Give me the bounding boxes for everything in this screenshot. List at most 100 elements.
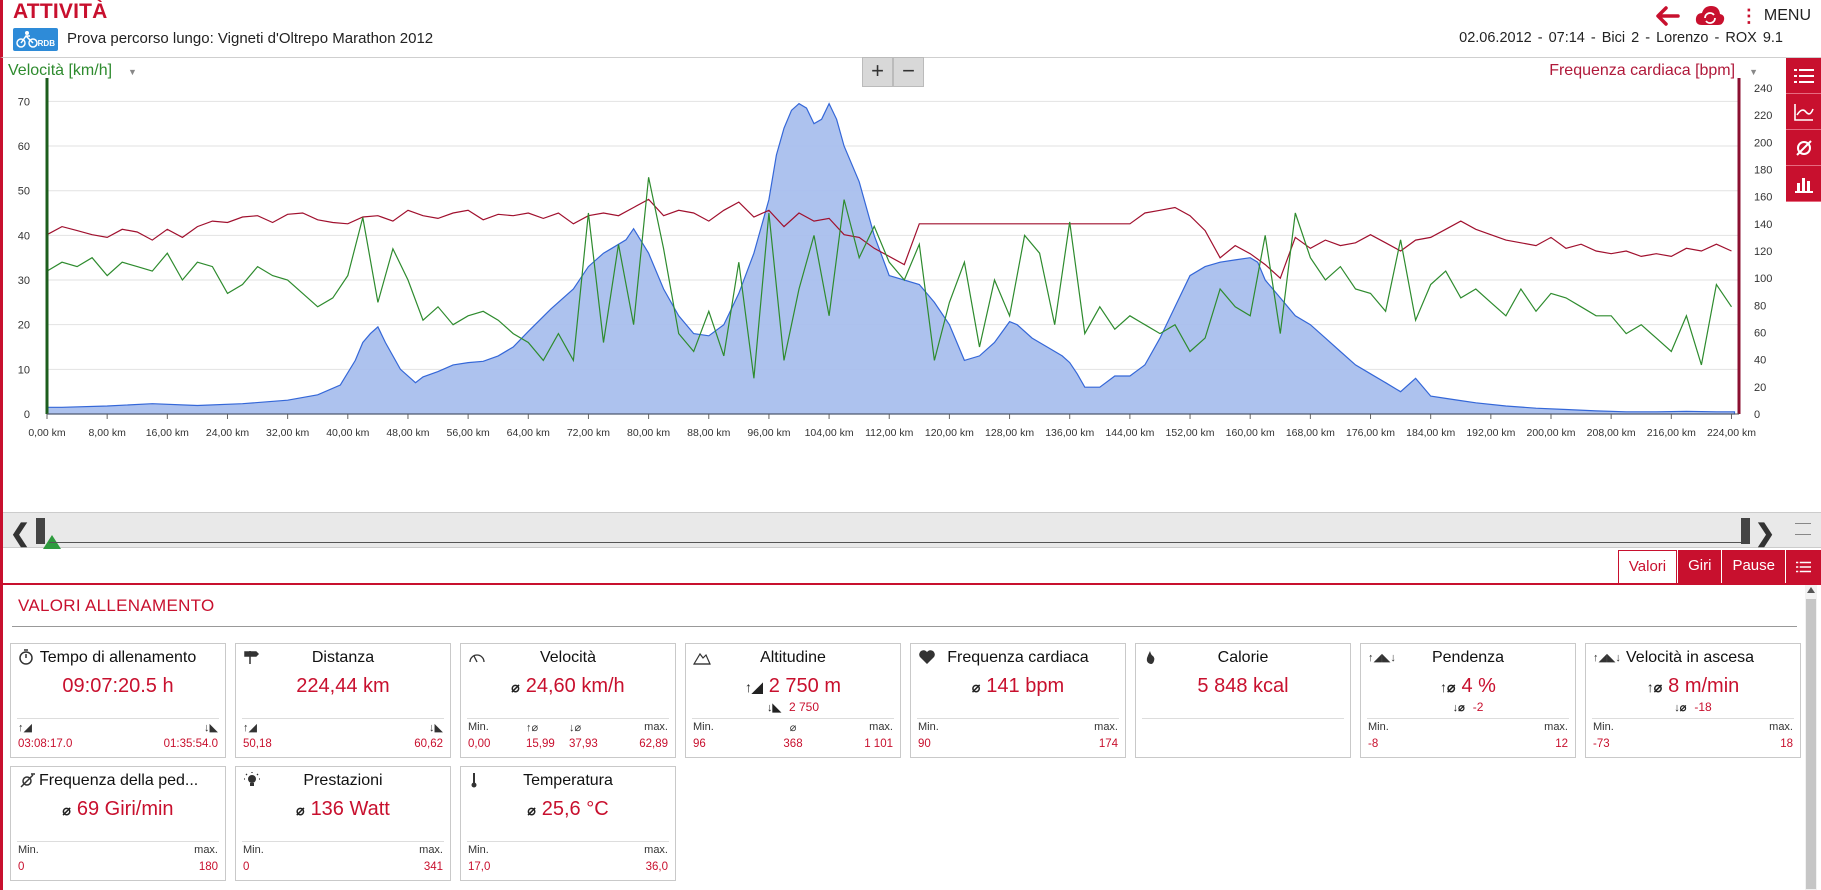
- scroll-up-icon[interactable]: [1807, 587, 1815, 593]
- bike-icon: [16, 31, 38, 48]
- max-label: max.: [1094, 721, 1118, 733]
- average-button[interactable]: [1786, 130, 1821, 166]
- card-title: Calorie: [1217, 649, 1269, 666]
- right-tick-label: 160: [1754, 192, 1772, 204]
- card-labels: Min. max.: [468, 844, 668, 858]
- right-tick-label: 0: [1754, 409, 1760, 421]
- zoom-in-button[interactable]: +: [862, 57, 893, 87]
- menu-button[interactable]: ⋮ MENU: [1740, 6, 1811, 27]
- vertical-dots-icon: ⋮: [1739, 5, 1758, 26]
- card-values: 96 368 1 101: [693, 738, 893, 752]
- right-tick-label: 240: [1754, 83, 1772, 95]
- max-label: max.: [419, 844, 443, 856]
- range-start-handle[interactable]: [36, 518, 45, 544]
- right-tick-label: 40: [1754, 355, 1766, 367]
- downhill-value: 01:35:54.0: [163, 738, 218, 750]
- card-calories: Calorie 5 848 kcal: [1135, 643, 1351, 758]
- downhill-icon: ↓◣: [204, 722, 218, 734]
- x-tick-label: 72,00 km: [567, 427, 610, 439]
- scroll-left-icon[interactable]: ❮: [10, 520, 31, 547]
- range-end-handle[interactable]: [1741, 518, 1750, 544]
- card-labels: Min. max.: [1593, 721, 1793, 735]
- card-values: 17,0 36,0: [468, 861, 668, 875]
- min-value: 0,00: [468, 738, 491, 750]
- descent-value: 2 750: [788, 700, 819, 714]
- x-tick-label: 104,00 km: [805, 427, 854, 439]
- uphill-value: 03:08:17.0: [18, 738, 73, 750]
- top-actions: ⋮ MENU: [1654, 3, 1811, 29]
- min-value: 96: [693, 738, 706, 750]
- left-axis-select[interactable]: Velocità [km/h] ▼: [8, 62, 137, 80]
- resize-grip-icon[interactable]: [1795, 523, 1811, 535]
- max-value: 36,0: [645, 861, 668, 873]
- card-rule: [17, 841, 219, 842]
- speed-line: [46, 177, 1732, 379]
- x-tick-label: 64,00 km: [507, 427, 550, 439]
- line-chart-icon: [1793, 103, 1814, 121]
- tab-valori[interactable]: Valori: [1617, 550, 1678, 584]
- x-tick-label: 32,00 km: [266, 427, 309, 439]
- zoom-controls: + −: [862, 57, 924, 87]
- left-tick-label: 40: [18, 230, 30, 242]
- card-title: Velocità: [539, 649, 597, 666]
- vertical-scrollbar[interactable]: [1805, 585, 1817, 890]
- tab-list-button[interactable]: [1785, 550, 1821, 584]
- x-tick-label: 80,00 km: [627, 427, 670, 439]
- downhill-average-icon: ↓⌀: [569, 722, 582, 734]
- tab-giri[interactable]: Giri: [1677, 550, 1722, 584]
- card-value: 09:07:20.5 h: [62, 675, 174, 697]
- x-tick-label: 128,00 km: [985, 427, 1034, 439]
- section-divider: [12, 626, 1797, 627]
- updown-slope-icon: ↑◢◣↓: [1368, 652, 1396, 664]
- average-icon: ⌀: [971, 679, 981, 695]
- x-tick-label: 224,00 km: [1707, 427, 1756, 439]
- card-values: 0 341: [243, 861, 443, 875]
- x-tick-label: 0,00 km: [28, 427, 66, 439]
- altitude-area: [46, 102, 1736, 415]
- left-accent-bar: [0, 58, 3, 890]
- card-subvalue: ↓⌀ -18: [1586, 700, 1800, 714]
- card-labels: ↑◢ ↓◣: [18, 721, 218, 735]
- max-value: 174: [1098, 738, 1118, 750]
- cloud-sync-icon[interactable]: [1694, 4, 1726, 28]
- average-value: 368: [783, 738, 803, 750]
- downhill-gradient-value: -2: [1472, 700, 1484, 714]
- right-tick-label: 120: [1754, 246, 1772, 258]
- card-values: -8 12: [1368, 738, 1568, 752]
- right-axis-select[interactable]: Frequenza cardiaca [bpm] ▼: [1549, 62, 1758, 80]
- card-values: 03:08:17.0 01:35:54.0: [18, 738, 218, 752]
- activity-chart[interactable]: 0 10 20 30 40 50 60 70 0 20 40 60 80 100 120 140 160 180 2…: [0, 58, 1786, 508]
- card-value: 5 848 kcal: [1197, 675, 1289, 697]
- bottom-tabs: Valori Giri Pause: [1617, 550, 1821, 584]
- x-tick-label: 144,00 km: [1105, 427, 1154, 439]
- list-view-button[interactable]: [1786, 58, 1821, 94]
- scroll-right-icon[interactable]: ❯: [1755, 520, 1776, 547]
- menu-label: MENU: [1763, 7, 1811, 24]
- tab-pause[interactable]: Pause: [1721, 550, 1785, 584]
- stopwatch-icon: [19, 649, 33, 665]
- x-tick-label: 176,00 km: [1346, 427, 1395, 439]
- scroll-thumb[interactable]: [1806, 599, 1816, 889]
- uphill-icon: ↑◢: [243, 722, 257, 734]
- card-value: 224,44 km: [296, 675, 390, 697]
- bar-chart-button[interactable]: [1786, 166, 1821, 202]
- card-subvalue: ↓⌀ -2: [1361, 700, 1575, 714]
- back-arrow-icon[interactable]: [1654, 5, 1680, 27]
- list-icon: [1796, 561, 1811, 573]
- card-value: ↑⌀ 4 %: [1361, 675, 1575, 698]
- min-value: -8: [1368, 738, 1379, 750]
- zoom-out-button[interactable]: −: [893, 57, 924, 87]
- x-tick-label: 8,00 km: [88, 427, 126, 439]
- x-tick-label: 48,00 km: [386, 427, 429, 439]
- max-value: 1 101: [864, 738, 893, 750]
- card-subvalue: ↓◣ 2 750: [686, 700, 900, 714]
- line-chart-button[interactable]: [1786, 94, 1821, 130]
- card-title: Altitudine: [760, 649, 826, 666]
- left-tick-label: 50: [18, 186, 30, 198]
- max-label: max.: [1769, 721, 1793, 733]
- uphill-average-icon: ↑⌀: [1646, 679, 1663, 695]
- card-value: ↑◢ 2 750 m: [686, 675, 900, 698]
- min-value: -73: [1593, 738, 1610, 750]
- min-label: Min.: [468, 721, 489, 733]
- range-scrubber[interactable]: ❮ ❯: [3, 512, 1821, 549]
